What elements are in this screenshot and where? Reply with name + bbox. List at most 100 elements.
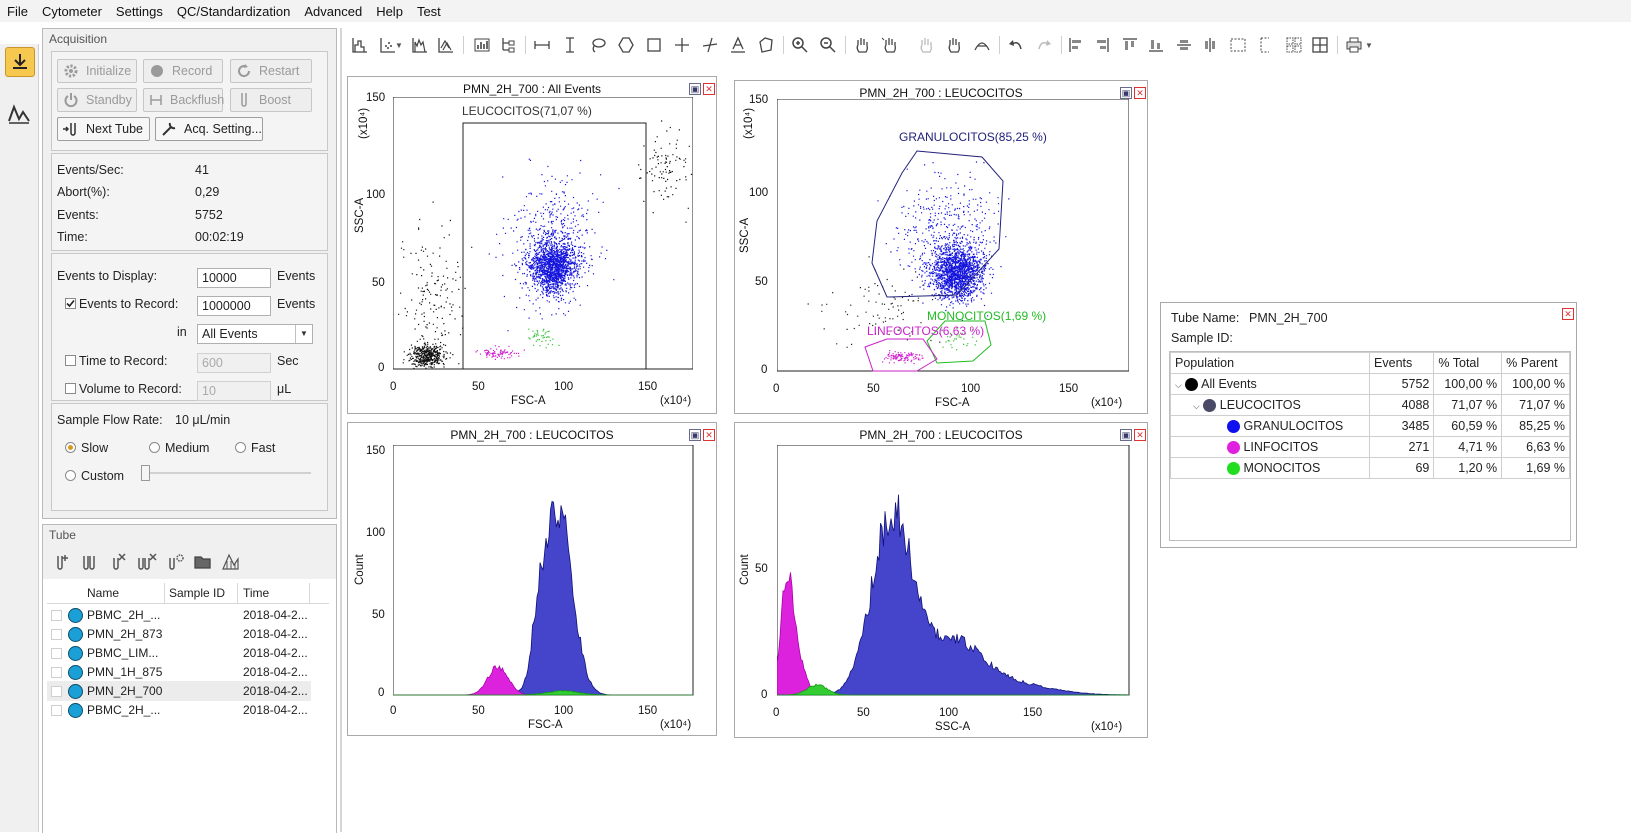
arc-tool[interactable] — [971, 34, 993, 56]
acquisition-mode-button[interactable] — [5, 47, 35, 77]
lasso-gate-tool[interactable] — [587, 34, 609, 56]
vertical-gate-tool[interactable] — [559, 34, 581, 56]
tube-checkbox[interactable] — [51, 686, 62, 697]
delete-all-tubes-icon[interactable] — [135, 553, 157, 573]
table-row-selected[interactable]: PMN_2H_700 2018-04-2... — [47, 681, 311, 701]
menu-settings[interactable]: Settings — [115, 3, 163, 19]
initialize-button[interactable]: Initialize — [57, 59, 137, 83]
align-center-button[interactable] — [1199, 34, 1221, 56]
leucocitos-gate[interactable] — [462, 122, 647, 370]
linfocitos-gate[interactable] — [864, 338, 938, 372]
tube-col-sample-id[interactable]: Sample ID — [169, 586, 226, 600]
dotplot-dropdown[interactable]: ▼ — [395, 40, 403, 50]
plot-all-events[interactable]: PMN_2H_700 : All Events ▣ ✕ LEUCOCITOS(7… — [347, 76, 717, 414]
3d-plot-tool[interactable] — [435, 34, 457, 56]
undo-button[interactable] — [1005, 34, 1027, 56]
table-row[interactable]: LINFOCITOS 271 4,71 % 6,63 % — [1169, 436, 1570, 458]
table-row[interactable]: MONOCITOS 69 1,20 % 1,69 % — [1169, 457, 1570, 479]
tile-layout-button[interactable] — [1309, 34, 1331, 56]
open-folder-icon[interactable] — [193, 553, 213, 573]
chevron-down-icon[interactable]: ▼ — [295, 325, 312, 343]
standby-button[interactable]: Standby — [57, 88, 137, 112]
population-select[interactable]: All Events ▼ — [197, 324, 313, 344]
align-middle-button[interactable] — [1173, 34, 1195, 56]
align-left-button[interactable] — [1065, 34, 1087, 56]
tube-col-name[interactable]: Name — [87, 586, 120, 600]
align-top-button[interactable] — [1119, 34, 1141, 56]
print-dropdown[interactable]: ▼ — [1365, 40, 1373, 50]
menu-help[interactable]: Help — [376, 3, 403, 19]
statistics-panel[interactable]: ✕ Tube Name: PMN_2H_700 Sample ID: Popul… — [1160, 302, 1577, 548]
events-to-display-input[interactable]: 10000 — [197, 268, 271, 288]
tube-checkbox[interactable] — [51, 610, 62, 621]
tube-col-time[interactable]: Time — [243, 586, 270, 600]
medium-radio[interactable] — [149, 442, 160, 453]
text-tool[interactable] — [727, 34, 749, 56]
quadrant-gate-tool[interactable] — [671, 34, 693, 56]
table-row[interactable]: PBMC_2H_... 2018-04-2... — [47, 700, 311, 720]
slider-handle[interactable] — [141, 465, 150, 481]
menu-file[interactable]: File — [7, 3, 28, 19]
grab-tool[interactable] — [915, 34, 937, 56]
boost-button[interactable]: Boost — [230, 88, 312, 112]
select-tool[interactable] — [943, 34, 965, 56]
next-tube-button[interactable]: Next Tube — [57, 117, 150, 141]
volume-to-record-input[interactable]: 10 — [197, 381, 271, 401]
close-icon[interactable]: ✕ — [1134, 429, 1146, 441]
dotplot-tool[interactable] — [377, 34, 399, 56]
granulocitos-gate[interactable] — [871, 150, 1004, 298]
record-button[interactable]: Record — [143, 59, 223, 83]
scatter-plot-area[interactable] — [777, 99, 1129, 377]
flow-rate-slider[interactable] — [141, 463, 311, 483]
print-button[interactable] — [1343, 34, 1365, 56]
fast-radio[interactable] — [235, 442, 246, 453]
close-icon[interactable]: ✕ — [1134, 87, 1146, 99]
acq-setting-button[interactable]: Acq. Setting... — [155, 117, 263, 141]
zoom-in-tool[interactable] — [789, 34, 811, 56]
close-icon[interactable]: ✕ — [703, 429, 715, 441]
align-right-button[interactable] — [1091, 34, 1113, 56]
menu-advanced[interactable]: Advanced — [304, 3, 363, 19]
distribute-h-button[interactable] — [1227, 34, 1249, 56]
custom-radio[interactable] — [65, 470, 76, 481]
time-to-record-checkbox[interactable] — [65, 355, 76, 366]
menu-test[interactable]: Test — [416, 3, 441, 19]
col-parent[interactable]: % Parent — [1501, 352, 1570, 374]
plot-fsc-histogram[interactable]: PMN_2H_700 : LEUCOCITOS ▣ ✕ Count FSC-A … — [347, 422, 717, 736]
histogram-plot-area[interactable] — [393, 445, 695, 701]
plot-settings-icon[interactable]: ▣ — [1120, 429, 1132, 441]
align-bottom-button[interactable] — [1145, 34, 1167, 56]
table-row[interactable]: ⌵ LEUCOCITOS 4088 71,07 % 71,07 % — [1169, 394, 1570, 416]
events-to-record-checkbox[interactable] — [65, 298, 76, 309]
workspace-divider[interactable] — [340, 28, 342, 832]
events-to-record-input[interactable]: 1000000 — [197, 296, 271, 316]
add-tube-icon[interactable] — [51, 553, 71, 573]
histogram-tool[interactable] — [349, 34, 371, 56]
col-events[interactable]: Events — [1369, 352, 1435, 374]
delete-tube-icon[interactable] — [107, 553, 127, 573]
menu-qc[interactable]: QC/Standardization — [176, 3, 291, 19]
menu-cytometer[interactable]: Cytometer — [41, 3, 102, 19]
polygon-gate-tool[interactable] — [615, 34, 637, 56]
close-icon[interactable]: ✕ — [1562, 308, 1574, 320]
freeform-gate-tool[interactable] — [755, 34, 777, 56]
plot-settings-icon[interactable]: ▣ — [1120, 87, 1132, 99]
close-icon[interactable]: ✕ — [703, 83, 715, 95]
duplicate-tube-icon[interactable] — [79, 553, 99, 573]
range-gate-tool[interactable] — [531, 34, 553, 56]
col-total[interactable]: % Total — [1433, 352, 1503, 374]
analysis-mode-button[interactable] — [5, 100, 33, 128]
backflush-button[interactable]: Backflush — [143, 88, 224, 112]
pan-all-tool[interactable] — [879, 34, 901, 56]
table-row[interactable]: PMN_2H_873 2018-04-2... — [47, 624, 311, 644]
table-row[interactable]: PBMC_LIM... 2018-04-2... — [47, 643, 311, 663]
rectangle-gate-tool[interactable] — [643, 34, 665, 56]
overlay-tool[interactable] — [409, 34, 431, 56]
col-population[interactable]: Population — [1169, 352, 1371, 374]
bar-chart-tool[interactable] — [471, 34, 493, 56]
plot-ssc-histogram[interactable]: PMN_2H_700 : LEUCOCITOS ▣ ✕ Count SSC-A … — [734, 422, 1148, 738]
tube-checkbox[interactable] — [51, 648, 62, 659]
time-to-record-input[interactable]: 600 — [197, 353, 271, 373]
table-row[interactable]: GRANULOCITOS 3485 60,59 % 85,25 % — [1169, 415, 1570, 437]
volume-to-record-checkbox[interactable] — [65, 383, 76, 394]
